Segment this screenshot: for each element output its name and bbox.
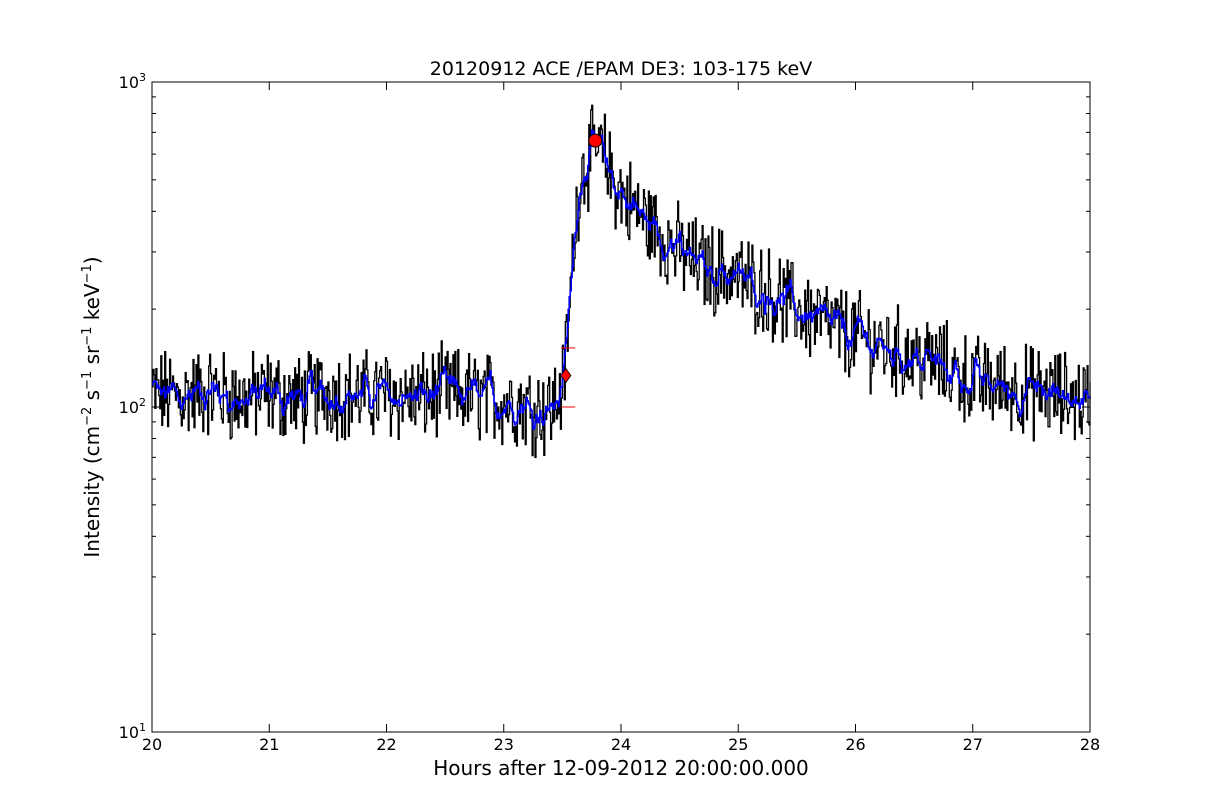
x-tick-labels: 20 21 22 23 24 25 26 27 28 (142, 735, 1100, 754)
marker-layer (560, 133, 603, 408)
y-tick-label: 103 (119, 71, 146, 92)
y-tick-label: 102 (119, 396, 146, 417)
onset-marker (560, 367, 572, 384)
peak-marker (588, 133, 603, 148)
chart-title: 20120912 ACE /EPAM DE3: 103-175 keV (430, 58, 812, 80)
series-layer (152, 104, 1091, 459)
series-line-smoothed (152, 129, 1091, 430)
tick-layer (151, 81, 1091, 733)
y-axis-label: Intensity (cm−2 s−1 sr−1 keV−1) (80, 256, 104, 557)
x-tick-label: 20 (142, 735, 162, 754)
y-tick-labels: 101 102 103 (119, 71, 146, 742)
x-tick-label: 25 (728, 735, 748, 754)
x-tick-label: 26 (845, 735, 865, 754)
series-line-raw (152, 104, 1091, 459)
x-tick-label: 22 (376, 735, 396, 754)
x-tick-label: 24 (611, 735, 631, 754)
x-tick-label: 23 (494, 735, 514, 754)
y-tick-label: 101 (119, 721, 146, 742)
x-tick-label: 28 (1080, 735, 1100, 754)
x-tick-label: 27 (963, 735, 983, 754)
x-axis-label: Hours after 12-09-2012 20:00:00.000 (433, 756, 809, 780)
x-tick-label: 21 (259, 735, 279, 754)
